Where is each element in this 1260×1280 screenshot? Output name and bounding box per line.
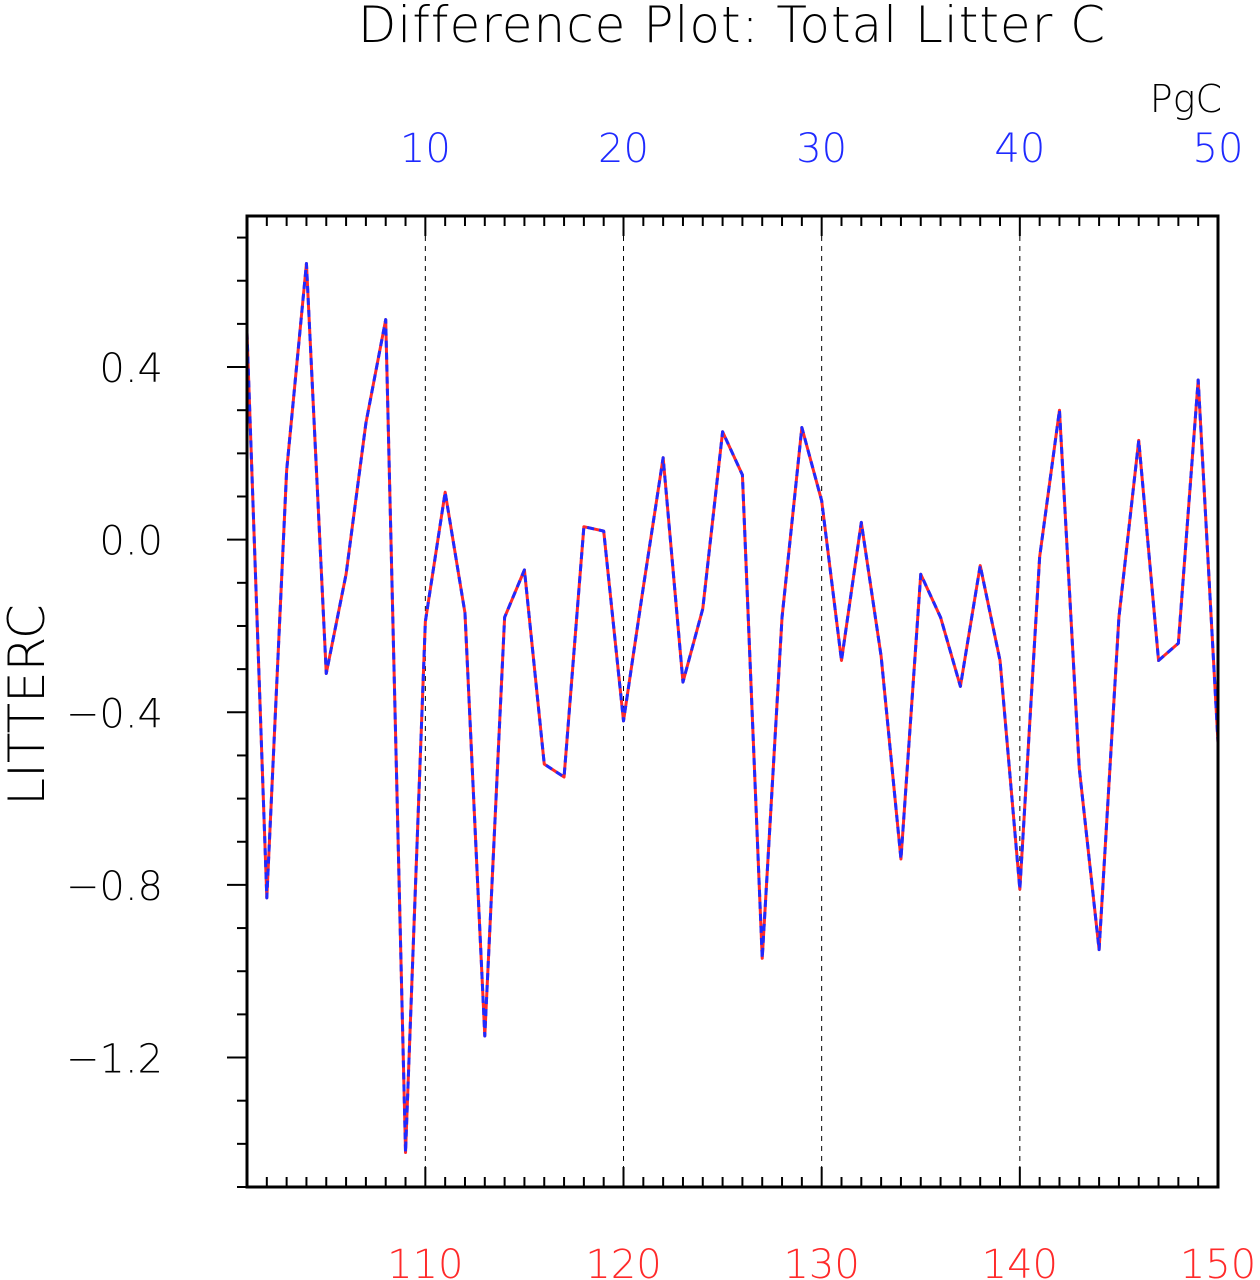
y-axis-label: LITTERC xyxy=(0,604,56,806)
chart-title: Difference Plot: Total Litter C xyxy=(358,0,1106,54)
y-tick-label: 0.4 xyxy=(99,346,163,392)
bottom-tick-label: 140 xyxy=(982,1242,1058,1280)
top-tick-label: 30 xyxy=(796,126,847,172)
vertical-grid-lines xyxy=(424,216,1021,1187)
series-lines xyxy=(245,261,1220,1154)
y-tick-label: −0.8 xyxy=(66,864,163,910)
top-tick-label: 10 xyxy=(400,126,451,172)
tick-labels: 110 120 130 140 150 10 20 30 40 50 0.4 0.0 −0.4 −0.8 −… xyxy=(66,126,1256,1280)
top-tick-label: 40 xyxy=(994,126,1045,172)
axis-ticks xyxy=(227,216,1219,1188)
y-tick-label: −0.4 xyxy=(66,691,163,737)
bottom-tick-label: 150 xyxy=(1180,1242,1256,1280)
series-line-top-axis xyxy=(245,261,1220,1154)
y-tick-label: 0.0 xyxy=(99,519,163,565)
plot-frame xyxy=(245,214,1220,1189)
top-tick-label: 20 xyxy=(598,126,649,172)
top-tick-label: 50 xyxy=(1193,126,1244,172)
bottom-tick-label: 120 xyxy=(585,1242,661,1280)
series-line-bottom-axis xyxy=(245,261,1220,1154)
units-label: PgC xyxy=(1150,77,1222,121)
bottom-tick-label: 130 xyxy=(783,1242,859,1280)
y-tick-label: −1.2 xyxy=(66,1037,163,1083)
bottom-tick-label: 110 xyxy=(387,1242,463,1280)
